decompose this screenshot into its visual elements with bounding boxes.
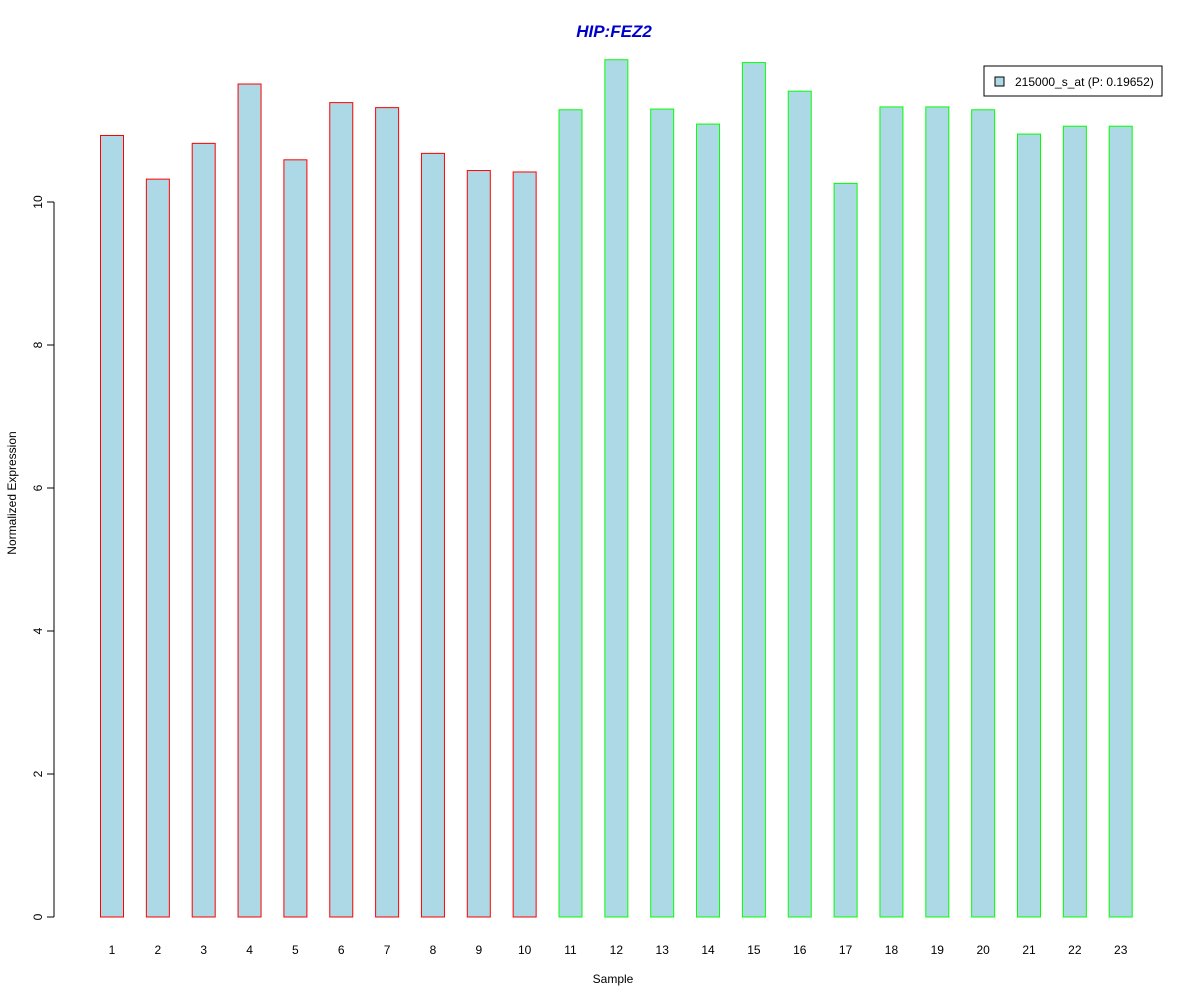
x-tick-label: 7: [384, 943, 391, 957]
x-tick-label: 8: [430, 943, 437, 957]
y-tick-label: 8: [31, 341, 45, 348]
x-tick-label: 2: [155, 943, 162, 957]
x-tick-label: 5: [292, 943, 299, 957]
bar-sample-10: [512, 171, 537, 918]
x-tick-label: 17: [839, 943, 853, 957]
legend-swatch: [994, 76, 1005, 87]
y-axis: 0 2 4 6 8 10: [31, 195, 55, 920]
x-tick-label: 4: [246, 943, 253, 957]
x-tick-label: 19: [931, 943, 945, 957]
bar-sample-21: [1017, 133, 1041, 918]
bar-sample-16: [787, 90, 812, 918]
x-tick-label: 23: [1114, 943, 1128, 957]
x-tick-label: 18: [885, 943, 899, 957]
x-tick-label: 1: [109, 943, 116, 957]
legend-box: [983, 65, 1163, 97]
x-tick-label: 15: [747, 943, 761, 957]
y-tick-label: 2: [31, 770, 45, 777]
bar-sample-20: [971, 109, 996, 918]
x-tick-label: 22: [1068, 943, 1082, 957]
bar-sample-4: [237, 83, 262, 918]
x-tick-label: 21: [1022, 943, 1036, 957]
bar-sample-1: [100, 135, 124, 918]
bar-sample-7: [375, 107, 400, 918]
chart-title: HIP:FEZ2: [576, 22, 652, 41]
x-tick-label: 14: [701, 943, 715, 957]
bar-sample-15: [741, 62, 766, 918]
y-tick-label: 4: [31, 627, 45, 634]
bar-sample-22: [1062, 125, 1087, 918]
bar-sample-8: [420, 152, 445, 918]
bar-sample-6: [329, 102, 354, 918]
bar-sample-23: [1108, 125, 1133, 918]
y-tick-label: 0: [31, 913, 45, 920]
y-axis-label: Normalized Expression: [5, 431, 19, 554]
bar-sample-13: [650, 108, 675, 918]
bar-sample-3: [191, 142, 216, 918]
x-tick-label: 13: [656, 943, 670, 957]
x-tick-label: 3: [200, 943, 207, 957]
legend: 215000_s_at (P: 0.19652): [983, 65, 1163, 97]
bar-sample-17: [833, 182, 858, 918]
bar-sample-9: [466, 170, 491, 918]
x-tick-label: 16: [793, 943, 807, 957]
y-tick-label: 6: [31, 484, 45, 491]
y-tick-label: 10: [31, 195, 45, 209]
x-tick-label: 20: [976, 943, 990, 957]
bar-sample-19: [925, 106, 950, 918]
x-tick-label: 9: [475, 943, 482, 957]
bar-sample-14: [696, 123, 721, 918]
x-tick-label: 10: [518, 943, 532, 957]
x-tick-label: 12: [610, 943, 624, 957]
x-axis-label: Sample: [593, 972, 634, 986]
bar-sample-5: [283, 159, 308, 918]
legend-label: 215000_s_at (P: 0.19652): [1015, 75, 1154, 89]
x-tick-label: 6: [338, 943, 345, 957]
bar-sample-18: [879, 106, 904, 918]
bar-sample-2: [145, 178, 170, 918]
bars: [100, 59, 1133, 918]
x-tick-label: 11: [564, 943, 577, 957]
x-tick-labels: 1 2 3 4 5 6 7 8 9 10 11 12 13 14 15 16 17 18 19 20 21 22 23: [109, 943, 1128, 957]
bar-sample-11: [558, 109, 583, 918]
bar-sample-12: [604, 59, 629, 918]
